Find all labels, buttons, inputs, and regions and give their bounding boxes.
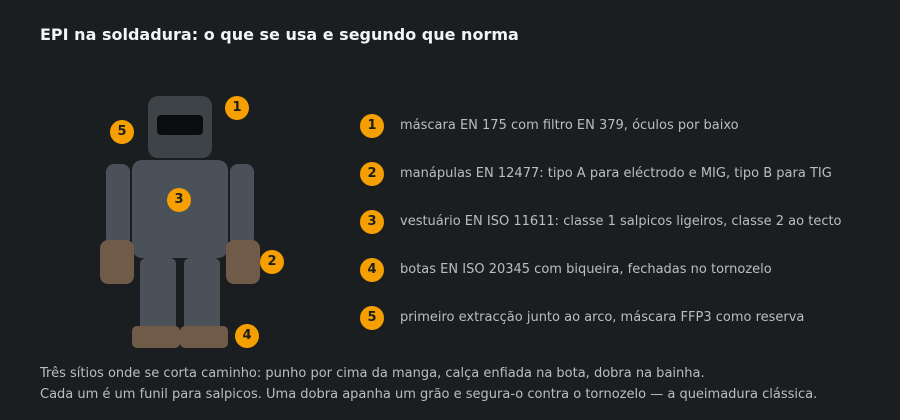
right-arm — [230, 164, 254, 246]
legend-item-text: máscara EN 175 com filtro EN 379, óculos… — [400, 118, 739, 133]
legend-item: 5 primeiro extracção junto ao arco, másc… — [360, 306, 880, 330]
legend-item-text: botas EN ISO 20345 com biqueira, fechada… — [400, 262, 772, 277]
legend-item: 3 vestuário EN ISO 11611: classe 1 salpi… — [360, 210, 880, 234]
figure-marker-3: 3 — [167, 188, 191, 212]
legend-item: 4 botas EN ISO 20345 com biqueira, fecha… — [360, 258, 880, 282]
left-arm — [106, 164, 130, 246]
legend-item: 1 máscara EN 175 com filtro EN 379, ócul… — [360, 114, 880, 138]
legend-item-text: manápulas EN 12477: tipo A para eléctrod… — [400, 166, 832, 181]
figure-marker-4: 4 — [235, 324, 259, 348]
legend-number-badge: 4 — [360, 258, 384, 282]
right-glove — [226, 240, 260, 284]
caption: Três sítios onde se corta caminho: punho… — [40, 363, 817, 405]
legend-number-badge: 5 — [360, 306, 384, 330]
figure-marker-5: 5 — [110, 120, 134, 144]
diagram-title: EPI na soldadura: o que se usa e segundo… — [40, 25, 519, 44]
left-boot — [132, 326, 180, 348]
legend-number-badge: 2 — [360, 162, 384, 186]
welder-figure: 1 5 3 2 4 — [0, 0, 340, 360]
left-glove — [100, 240, 134, 284]
right-leg — [184, 258, 220, 332]
caption-line-2: Cada um é um funil para salpicos. Uma do… — [40, 387, 818, 402]
figure-marker-2: 2 — [260, 250, 284, 274]
left-leg — [140, 258, 176, 332]
right-boot — [180, 326, 228, 348]
caption-line-1: Três sítios onde se corta caminho: punho… — [40, 366, 705, 381]
legend-item-text: vestuário EN ISO 11611: classe 1 salpico… — [400, 214, 842, 229]
legend-item-text: primeiro extracção junto ao arco, máscar… — [400, 310, 805, 325]
legend-number-badge: 3 — [360, 210, 384, 234]
figure-marker-1: 1 — [225, 96, 249, 120]
helmet-visor — [157, 115, 203, 135]
legend-item: 2 manápulas EN 12477: tipo A para eléctr… — [360, 162, 880, 186]
legend-number-badge: 1 — [360, 114, 384, 138]
